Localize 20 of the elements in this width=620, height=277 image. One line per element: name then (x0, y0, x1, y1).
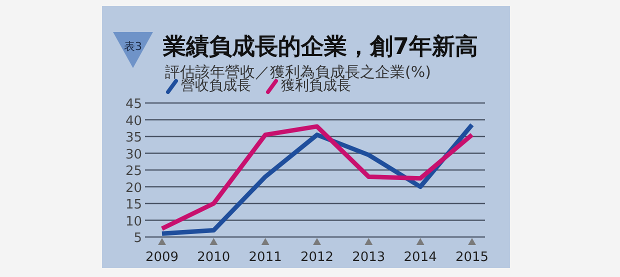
text: 表3 (124, 40, 142, 53)
y-tick-label: 15 (125, 198, 142, 212)
x-tick-label: 2011 (248, 250, 282, 265)
y-tick-label: 20 (125, 180, 142, 196)
y-tick-label: 30 (125, 147, 142, 162)
x-tick-label: 2014 (404, 250, 437, 265)
y-tick-label: 10 (125, 214, 142, 230)
x-tick-label: 2010 (197, 250, 230, 265)
legend-label: 獲利負成長 (281, 78, 351, 94)
y-tick-label: 35 (125, 130, 142, 146)
y-tick-label: 40 (125, 114, 142, 129)
y-tick-label: 45 (125, 97, 142, 112)
x-tick-label: 2009 (145, 250, 179, 265)
legend-label: 營收負成長 (181, 78, 251, 94)
y-tick-label: 5 (134, 231, 142, 246)
x-tick-label: 2015 (455, 250, 489, 265)
y-tick-label: 25 (125, 164, 142, 179)
x-tick-label: 2013 (352, 250, 386, 265)
x-tick-label: 2012 (300, 250, 334, 265)
chart-title: 業績負成長的企業，創7年新高 (162, 33, 478, 60)
